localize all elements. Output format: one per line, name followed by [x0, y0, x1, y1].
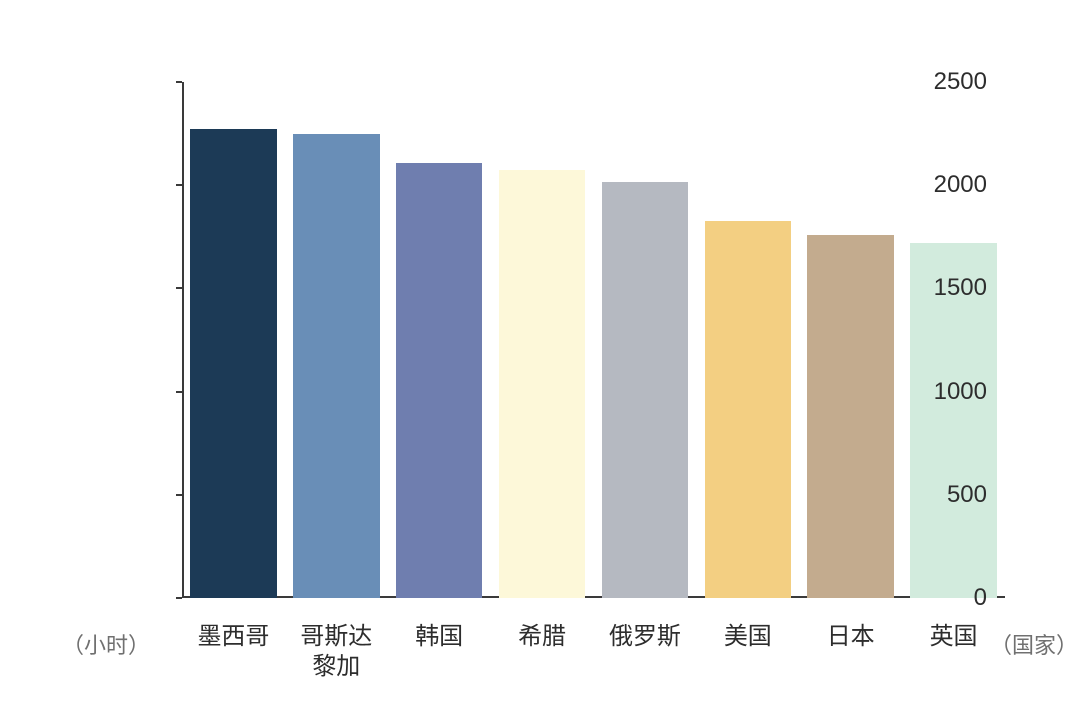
y-tick-label: 500	[947, 481, 987, 509]
x-category-label: 俄罗斯	[609, 622, 681, 652]
bar	[190, 129, 276, 598]
bar	[705, 221, 791, 598]
x-category-label: 英国	[930, 622, 978, 652]
y-tick	[176, 184, 182, 186]
y-tick-label: 0	[974, 584, 987, 612]
plot-area: 05001000150020002500 墨西哥哥斯达 黎加韩国希腊俄罗斯美国日…	[182, 82, 1005, 598]
bar	[602, 182, 688, 598]
x-axis-title-right: （国家）	[990, 628, 1078, 660]
y-tick	[176, 287, 182, 289]
bar	[499, 170, 585, 598]
y-axis	[182, 82, 184, 598]
bar-chart: 0 500 1000 1500 2000 2500 墨西哥 哥斯达 黎加 韩国 希腊 俄罗斯 美国 日…	[0, 0, 1080, 706]
y-tick-label: 2500	[934, 68, 987, 96]
bar	[396, 163, 482, 599]
x-category-labels: 墨西哥哥斯达 黎加韩国希腊俄罗斯美国日本英国	[182, 610, 1005, 662]
x-category-label: 日本	[827, 622, 875, 652]
y-tick	[176, 81, 182, 83]
y-unit-label: （小时）	[40, 628, 150, 660]
x-category-label: 墨西哥	[197, 622, 269, 652]
y-tick	[176, 597, 182, 599]
x-category-label: 希腊	[518, 622, 566, 652]
y-tick	[176, 391, 182, 393]
x-category-label: 哥斯达 黎加	[300, 622, 372, 682]
bar	[807, 235, 893, 598]
bar	[293, 134, 379, 598]
y-tick-label: 2000	[934, 171, 987, 199]
y-tick-label: 1500	[934, 274, 987, 302]
x-category-label: 韩国	[415, 622, 463, 652]
y-tick-label: 1000	[934, 378, 987, 406]
x-category-label: 美国	[724, 622, 772, 652]
y-tick	[176, 494, 182, 496]
